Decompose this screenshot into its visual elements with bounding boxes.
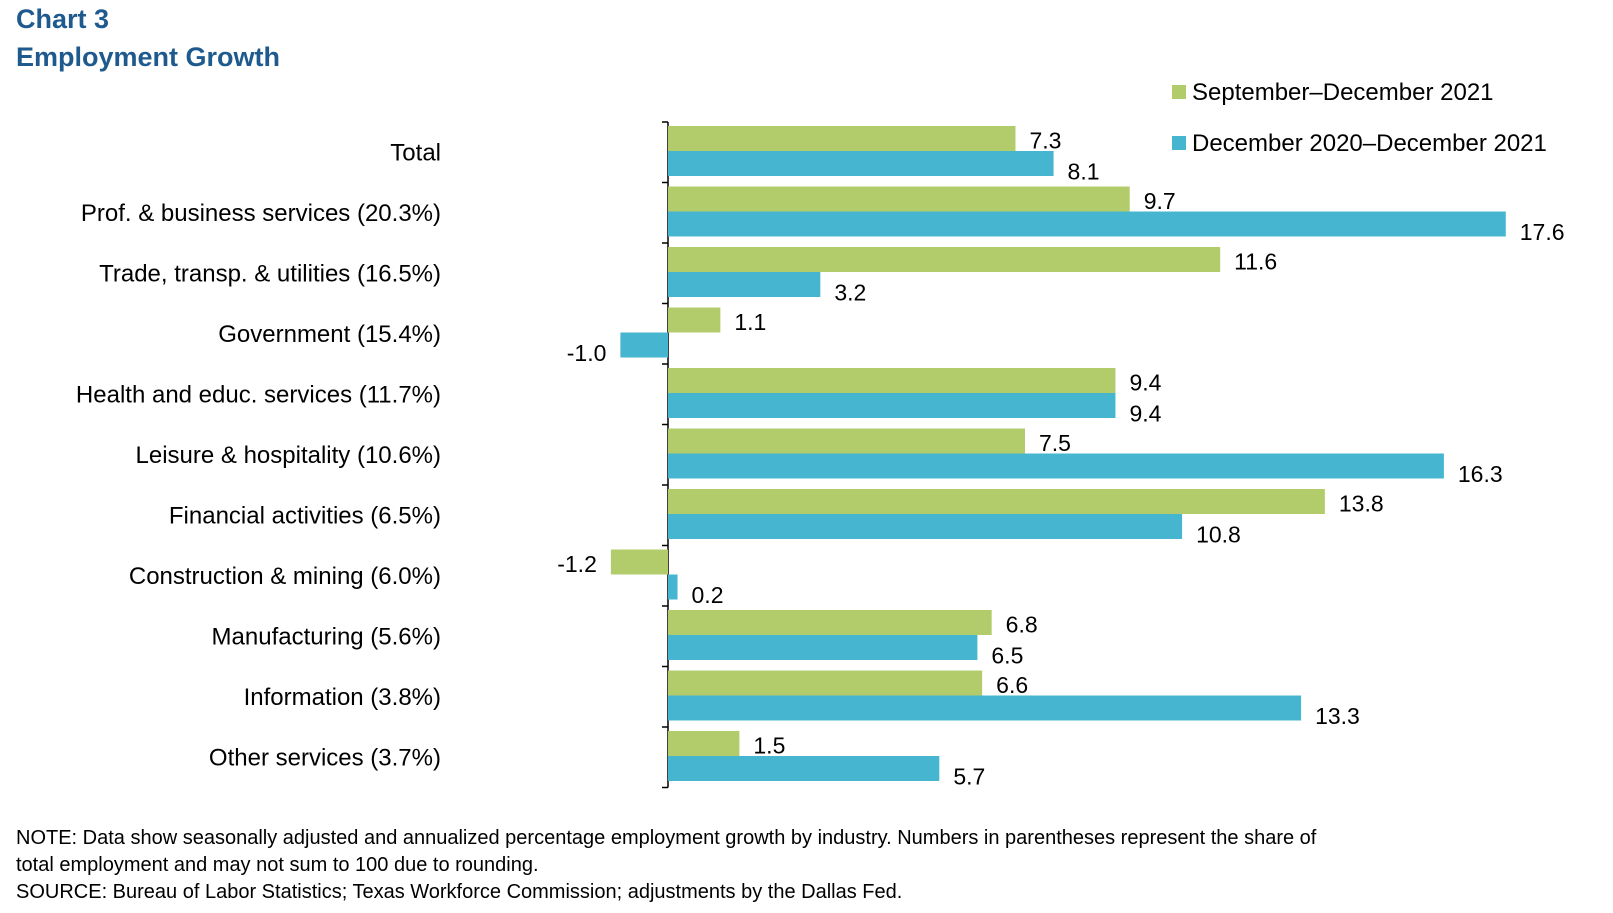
bar-dec-2020-dec-2021 [668,453,1444,479]
bar-sep-dec-2021 [668,247,1221,272]
bar-dec-2020-dec-2021 [668,514,1183,539]
chart-title: Employment Growth [16,42,281,72]
bar-dec-2020-dec-2021 [668,574,678,600]
chart-number-label: Chart 3 [16,4,110,34]
category-label: Total [390,139,441,166]
data-label: 7.5 [1039,430,1071,456]
category-label: Financial activities (6.5%) [169,502,441,529]
data-label: 6.6 [996,672,1028,698]
bar-sep-dec-2021 [668,307,721,333]
data-label: 7.3 [1029,128,1061,154]
category-label: Government (15.4%) [218,321,441,348]
bar-dec-2020-dec-2021 [668,635,978,660]
category-label: Health and educ. services (11.7%) [76,381,441,408]
source-line: SOURCE: Bureau of Labor Statistics; Texa… [16,881,903,903]
bar-dec-2020-dec-2021 [668,393,1116,418]
bar-sep-dec-2021 [668,670,983,696]
bar-chart: Total 7.3 8.1 Prof. & business services (20… [76,79,1565,790]
data-label: 1.1 [734,309,766,335]
bar-dec-2020-dec-2021 [620,332,668,358]
bar-sep-dec-2021 [668,368,1116,393]
category-label: Prof. & business services (20.3%) [81,200,441,227]
legend-label: December 2020–December 2021 [1192,130,1547,157]
bar-dec-2020-dec-2021 [668,272,821,297]
data-label: 13.8 [1339,491,1384,517]
data-label: -1.2 [557,551,597,577]
bar-dec-2020-dec-2021 [668,756,940,781]
category-label: Manufacturing (5.6%) [212,623,441,650]
bar-sep-dec-2021 [668,428,1025,454]
data-label: 6.5 [991,643,1023,669]
legend-swatch [1172,85,1186,99]
bar-sep-dec-2021 [668,489,1325,514]
category-label: Other services (3.7%) [209,744,441,771]
category-label: Trade, transp. & utilities (16.5%) [99,260,441,287]
data-label: 9.4 [1129,370,1161,396]
note-line-2: total employment and may not sum to 100 … [16,854,539,876]
data-label: 3.2 [834,280,866,306]
bar-dec-2020-dec-2021 [668,151,1054,176]
data-label: 10.8 [1196,522,1241,548]
note-line-1: NOTE: Data show seasonally adjusted and … [16,827,1317,849]
bar-dec-2020-dec-2021 [668,695,1302,721]
bar-sep-dec-2021 [668,731,740,756]
data-label: 9.7 [1144,188,1176,214]
legend-label: September–December 2021 [1192,79,1494,106]
category-label: Construction & mining (6.0%) [129,563,441,590]
data-label: 8.1 [1068,159,1100,185]
data-label: 13.3 [1315,703,1360,729]
bar-sep-dec-2021 [610,549,668,575]
data-label: 0.2 [692,582,724,608]
data-label: 17.6 [1520,219,1565,245]
bar-sep-dec-2021 [668,126,1016,151]
data-label: 1.5 [753,733,785,759]
data-label: 6.8 [1006,612,1038,638]
footnotes: NOTE: Data show seasonally adjusted and … [16,825,1606,906]
bar-dec-2020-dec-2021 [668,211,1506,237]
data-label: -1.0 [567,340,607,366]
data-label: 11.6 [1234,249,1277,275]
category-label: Leisure & hospitality (10.6%) [136,442,441,469]
data-label: 9.4 [1129,401,1161,427]
category-label: Information (3.8%) [244,684,441,711]
data-label: 5.7 [953,764,985,790]
bar-sep-dec-2021 [668,186,1130,212]
legend-swatch [1172,136,1186,150]
data-label: 16.3 [1458,461,1503,487]
bar-sep-dec-2021 [668,610,992,635]
